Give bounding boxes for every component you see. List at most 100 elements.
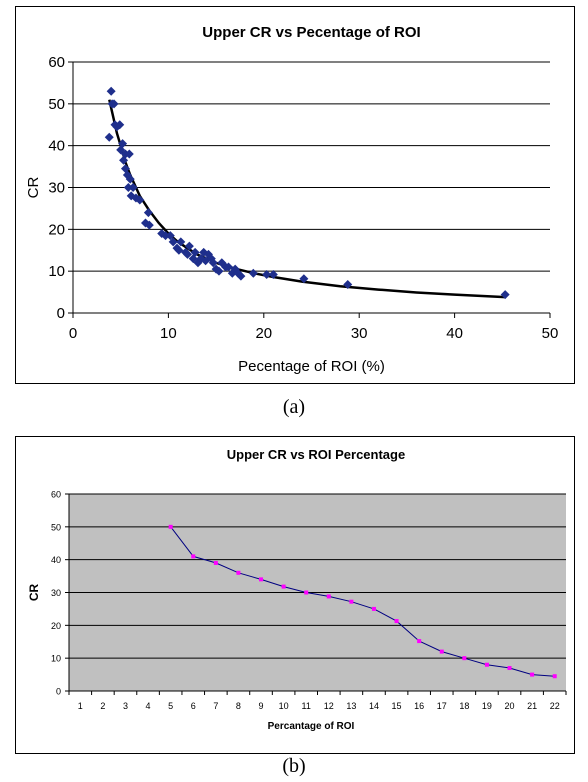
chart-a-y-tick-label: 40 <box>48 138 65 155</box>
chart-b-y-tick-label: 10 <box>51 654 61 664</box>
chart-a-point <box>161 231 171 241</box>
chart-a-point <box>125 174 135 184</box>
chart-a-point <box>214 266 224 276</box>
chart-a-point <box>262 270 272 280</box>
chart-a-point <box>106 86 116 96</box>
chart-a-y-tick-label: 20 <box>48 221 65 238</box>
chart-a-point <box>299 274 309 284</box>
chart-a-trend-line <box>108 99 506 299</box>
chart-b-point <box>326 594 331 599</box>
chart-b-point <box>259 577 264 582</box>
caption-a: (a) <box>282 396 306 418</box>
chart-a-point <box>128 183 138 192</box>
chart-b-x-tick-label: 5 <box>168 701 173 711</box>
chart-b-x-tick-label: 11 <box>302 701 311 711</box>
chart-a-y-axis-label: CR <box>25 177 42 199</box>
chart-b-point <box>168 524 173 529</box>
chart-a-point <box>199 247 209 257</box>
chart-b-point <box>507 666 512 671</box>
chart-b-x-tick-label: 6 <box>191 701 196 711</box>
chart-a-point <box>168 237 178 247</box>
chart-a-title: Upper CR vs Pecentage of ROI <box>202 24 420 41</box>
chart-a-point <box>190 247 200 257</box>
chart-b-x-tick-label: 18 <box>459 701 469 711</box>
chart-b-point <box>304 590 309 595</box>
chart-b-x-tick-label: 8 <box>236 701 241 711</box>
chart-b-x-tick-label: 3 <box>123 701 128 711</box>
chart-a-x-tick-label: 50 <box>542 325 559 342</box>
chart-a-point <box>224 262 234 272</box>
chart-a: Upper CR vs Pecentage of ROI 0 10 20 30 40 50 6… <box>25 24 559 375</box>
chart-a-x-tick-label: 20 <box>255 325 272 342</box>
chart-a-point <box>182 249 192 259</box>
chart-a-point <box>203 249 213 259</box>
chart-a-y-tick-label: 50 <box>48 96 65 113</box>
chart-a-point <box>123 183 133 192</box>
chart-b-x-tick-label: 14 <box>369 701 379 711</box>
chart-b-x-tick-label: 10 <box>279 701 289 711</box>
chart-b-y-axis-label: CR <box>27 584 41 602</box>
chart-a-x-axis-label: Pecentage of ROI (%) <box>238 358 385 375</box>
chart-b-point <box>236 570 241 575</box>
chart-b-point <box>552 674 557 679</box>
chart-b-x-tick-label: 17 <box>437 701 447 711</box>
chart-b-y-tick-label: 0 <box>56 687 61 697</box>
chart-a-point <box>208 258 218 268</box>
chart-b-x-tick-label: 9 <box>259 701 264 711</box>
chart-a-point <box>176 237 186 247</box>
chart-b-x-tick-label: 7 <box>213 701 218 711</box>
chart-b-y-tick-label: 40 <box>51 555 61 565</box>
chart-b-point <box>349 599 354 604</box>
chart-a-point <box>268 270 278 280</box>
chart-b-x-tick-label: 13 <box>346 701 356 711</box>
chart-b-point <box>439 649 444 654</box>
chart-a-x-tick-label: 10 <box>160 325 177 342</box>
chart-b-panel: Upper CR vs ROI Percentage 0 10 20 30 40 50 60 1… <box>15 436 575 754</box>
chart-a-point <box>124 149 134 159</box>
chart-b-x-tick-label: 22 <box>550 701 560 711</box>
chart-b-x-tick-label: 2 <box>100 701 105 711</box>
chart-a-x-tick-label: 0 <box>69 325 77 342</box>
caption-b: (b) <box>282 755 306 777</box>
chart-b-y-tick-label: 30 <box>51 588 61 598</box>
chart-b-y-tick-label: 20 <box>51 621 61 631</box>
chart-a-point <box>500 290 510 300</box>
chart-a-point <box>201 256 211 266</box>
chart-b-point <box>530 672 535 677</box>
chart-a-point <box>174 245 184 255</box>
chart-b-point <box>213 560 218 565</box>
chart-b-point <box>281 584 286 589</box>
chart-b-y-tick-label: 50 <box>51 522 61 532</box>
chart-a-point <box>343 280 353 290</box>
chart-a-point <box>118 139 128 149</box>
chart-b-point <box>394 619 399 624</box>
chart-a-point <box>144 220 154 230</box>
chart-a-y-tick-label: 10 <box>48 263 65 280</box>
chart-a-x-tick-label: 40 <box>446 325 463 342</box>
chart-a-point <box>248 268 258 278</box>
chart-b-y-tick-label: 60 <box>51 490 61 500</box>
chart-a-point <box>143 208 153 218</box>
chart-a-point <box>109 99 119 109</box>
chart-a-point <box>184 241 194 251</box>
chart-b-x-tick-label: 1 <box>78 701 83 711</box>
chart-a-y-tick-label: 0 <box>57 305 65 322</box>
chart-b-point <box>417 639 422 644</box>
chart-b-x-tick-label: 15 <box>392 701 402 711</box>
chart-b-series-line <box>170 526 555 677</box>
chart-a-y-tick-label: 30 <box>48 180 65 197</box>
chart-a-x-tick-label: 30 <box>351 325 368 342</box>
chart-b: Upper CR vs ROI Percentage 0 10 20 30 40 50 60 1… <box>27 447 567 732</box>
chart-a-point <box>165 231 175 241</box>
chart-b-x-tick-label: 16 <box>414 701 424 711</box>
chart-a-panel: Upper CR vs Pecentage of ROI 0 10 20 30 40 50 6… <box>15 6 575 384</box>
chart-b-point <box>462 656 467 661</box>
chart-b-point <box>371 606 376 611</box>
chart-a-point <box>236 271 246 281</box>
chart-a-point <box>135 195 145 205</box>
chart-b-x-tick-label: 21 <box>527 701 537 711</box>
chart-b-title: Upper CR vs ROI Percentage <box>227 447 405 462</box>
chart-b-point <box>191 554 196 559</box>
chart-a-point <box>104 132 114 142</box>
chart-b-x-tick-label: 19 <box>482 701 492 711</box>
